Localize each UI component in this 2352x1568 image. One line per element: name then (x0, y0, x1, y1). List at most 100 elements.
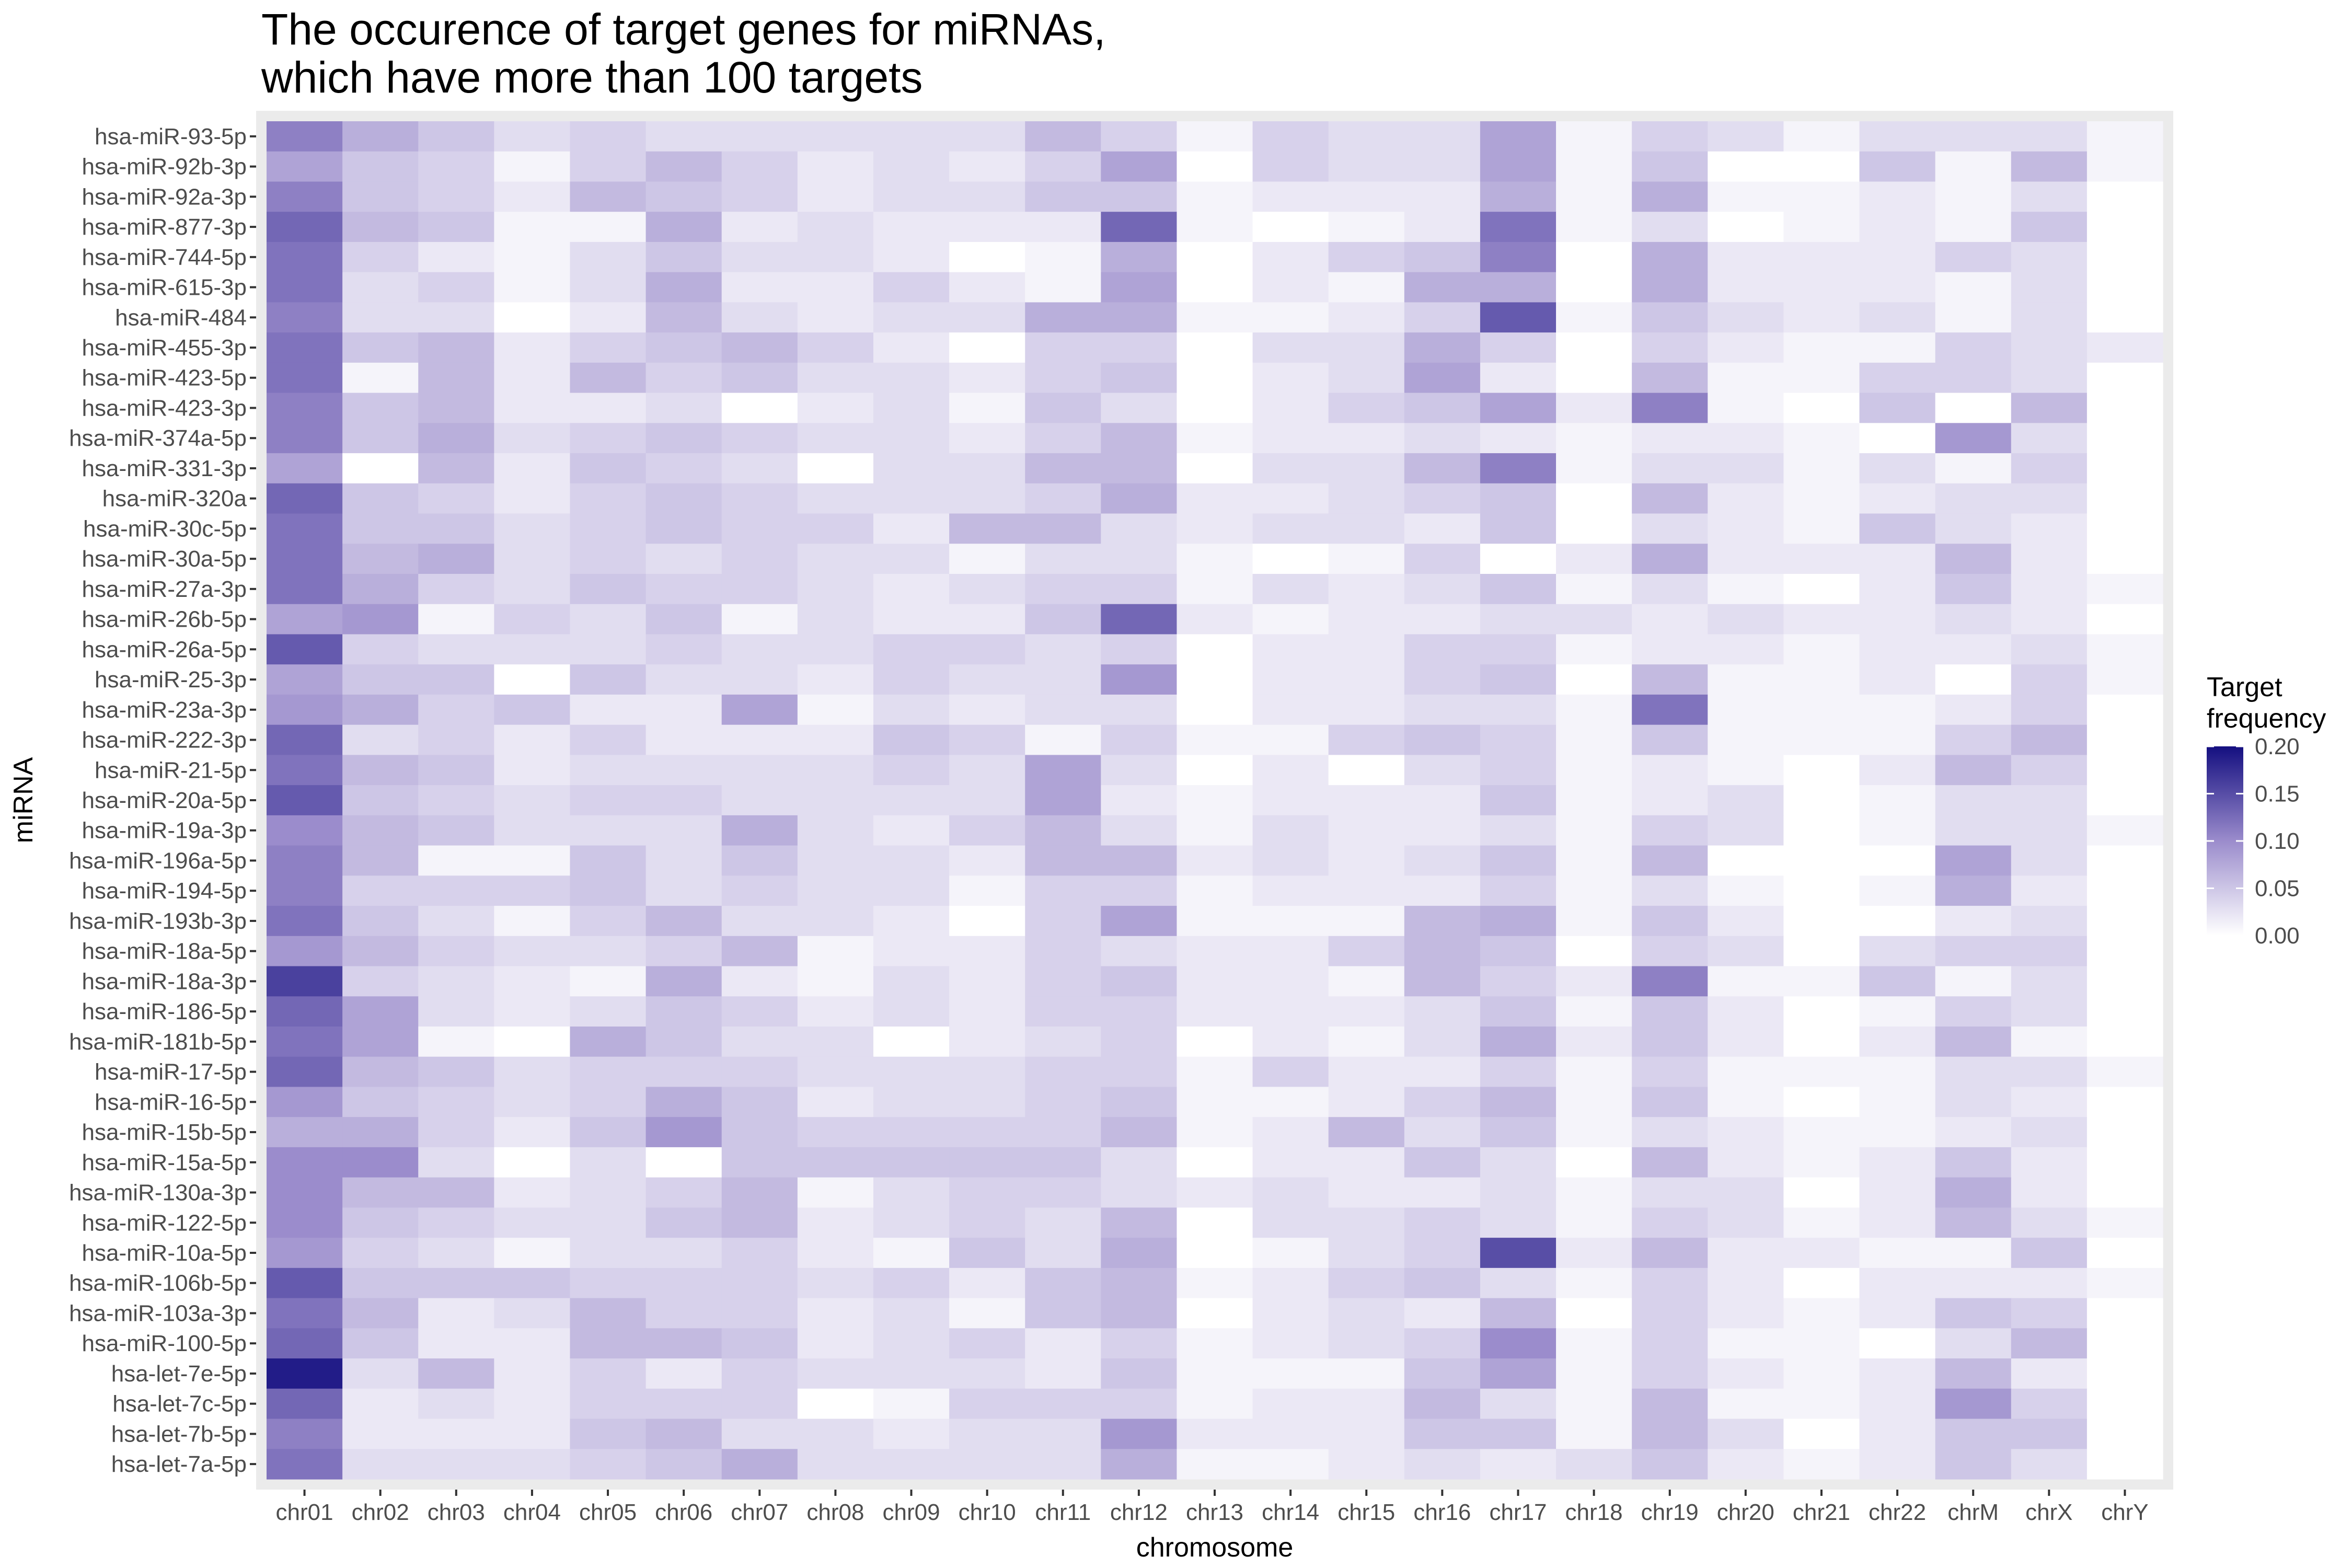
heatmap-cell (1101, 634, 1178, 665)
heatmap-cell (873, 936, 950, 967)
heatmap-cell (949, 1087, 1025, 1117)
heatmap-cell (1328, 544, 1405, 574)
heatmap-cell (267, 996, 343, 1027)
heatmap-cell (1480, 755, 1557, 786)
heatmap-cell (873, 664, 950, 695)
heatmap-cell (494, 1388, 571, 1420)
heatmap-cell (342, 724, 419, 755)
heatmap-cell (797, 1087, 874, 1117)
heatmap-cell (1404, 1177, 1481, 1208)
heatmap-cell (418, 755, 494, 786)
heatmap-cell (949, 483, 1025, 514)
heatmap-cell (2011, 1117, 2088, 1148)
heatmap-cell (1480, 483, 1557, 514)
heatmap-cell (267, 1207, 343, 1238)
heatmap-cell (1480, 1358, 1557, 1389)
heatmap-cell (1025, 1419, 1101, 1449)
heatmap-cell (570, 906, 647, 937)
heatmap-cell (1252, 1087, 1329, 1117)
heatmap-cell (1177, 694, 1253, 725)
heatmap-cell (494, 694, 571, 725)
heatmap-cell (1328, 1238, 1405, 1269)
heatmap-cell (949, 634, 1025, 665)
heatmap-cell (1708, 634, 1784, 665)
heatmap-cell (1480, 1117, 1557, 1148)
heatmap-cell (1556, 1328, 1632, 1359)
heatmap-cell (2086, 815, 2163, 846)
heatmap-cell (570, 1388, 647, 1420)
heatmap-cell (949, 996, 1025, 1027)
heatmap-cell (1783, 1056, 1860, 1088)
heatmap-cell (494, 634, 571, 665)
heatmap-cell (873, 1358, 950, 1389)
heatmap-cell (1404, 1117, 1481, 1148)
y-tick-label: hsa-miR-615-3p (82, 275, 247, 301)
heatmap-cell (949, 1388, 1025, 1420)
heatmap-cell (949, 241, 1025, 273)
heatmap-cell (721, 362, 798, 394)
heatmap-cell (873, 332, 950, 363)
heatmap-cell (1025, 1117, 1101, 1148)
heatmap-cell (570, 936, 647, 967)
heatmap-cell (721, 1177, 798, 1208)
heatmap-cell (418, 1328, 494, 1359)
x-tick-label: chr18 (1565, 1500, 1623, 1525)
heatmap-cell (873, 544, 950, 574)
heatmap-cell (1101, 513, 1178, 544)
heatmap-cell (267, 1298, 343, 1329)
heatmap-cell (797, 1056, 874, 1088)
chart-title-line: The occurence of target genes for miRNAs… (261, 5, 1105, 54)
heatmap-cell (1632, 121, 1708, 152)
heatmap-cell (1935, 755, 2012, 786)
heatmap-cell (418, 1388, 494, 1420)
heatmap-cell (1859, 1027, 1936, 1057)
heatmap-cell (494, 664, 571, 695)
heatmap-cell (1859, 1207, 1936, 1238)
y-tick-label: hsa-miR-423-5p (82, 365, 247, 391)
heatmap-cell (418, 1238, 494, 1269)
heatmap-cell (1783, 181, 1860, 212)
heatmap-cell (721, 875, 798, 906)
y-tick-label: hsa-miR-193b-3p (69, 908, 247, 934)
heatmap-cell (797, 815, 874, 846)
heatmap-cell (1935, 1388, 2012, 1420)
heatmap-cell (1783, 996, 1860, 1027)
heatmap-cell (418, 151, 494, 182)
heatmap-cell (2011, 393, 2088, 423)
heatmap-cell (873, 1328, 950, 1359)
heatmap-cell (1177, 1207, 1253, 1238)
heatmap-cell (342, 302, 419, 333)
heatmap-cell (1404, 755, 1481, 786)
heatmap-cell (721, 1207, 798, 1238)
heatmap-cell (2011, 302, 2088, 333)
heatmap-cell (1935, 362, 2012, 394)
heatmap-cell (342, 634, 419, 665)
heatmap-cell (2011, 1267, 2088, 1299)
heatmap-cell (2011, 513, 2088, 544)
heatmap-cell (949, 212, 1025, 243)
heatmap-cell (2086, 574, 2163, 605)
heatmap-cell (570, 1087, 647, 1117)
heatmap-cell (1783, 121, 1860, 152)
heatmap-cell (721, 936, 798, 967)
heatmap-cell (2011, 1027, 2088, 1057)
heatmap-cell (342, 121, 419, 152)
legend-tick-label: 0.10 (2255, 828, 2300, 854)
y-tick-label: hsa-miR-10a-5p (82, 1240, 247, 1266)
heatmap-cell (1480, 362, 1557, 394)
heatmap-cell (1404, 1147, 1481, 1178)
heatmap-cell (1101, 906, 1178, 937)
heatmap-cell (1252, 1267, 1329, 1299)
heatmap-cell (570, 393, 647, 423)
x-tick-label: chr05 (579, 1500, 637, 1525)
heatmap-cell (570, 332, 647, 363)
heatmap-cell (645, 936, 722, 967)
y-axis-title: miRNA (8, 757, 39, 843)
heatmap-cell (570, 1238, 647, 1269)
heatmap-cell (342, 1177, 419, 1208)
heatmap-cell (494, 1419, 571, 1449)
heatmap-cell (873, 1298, 950, 1329)
heatmap-cell (873, 1056, 950, 1088)
heatmap-cell (949, 664, 1025, 695)
heatmap-cell (949, 1238, 1025, 1269)
